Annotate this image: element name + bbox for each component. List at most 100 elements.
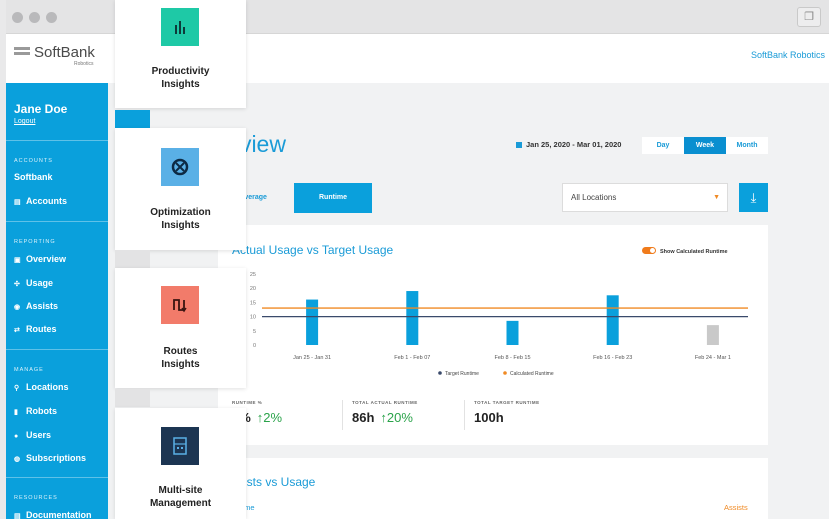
granularity-week[interactable]: Week [684,137,726,154]
calendar-icon [516,142,522,148]
sidebar-item-robots[interactable]: ▮ Robots [14,406,57,416]
sidebar: Jane Doe Logout ACCOUNTS Softbank ▤ Accou… [6,83,108,519]
feature-title: Optimization Insights [150,207,211,231]
usage-icon: ✣ [14,281,20,288]
routes-icon: ⇄ [14,327,20,334]
stat-actual-label: TOTAL ACTUAL RUNTIME [352,400,418,405]
legend-label: Target Runtime [445,371,479,377]
y-tick-label: 0 [253,343,256,349]
sidebar-divider [6,140,108,141]
chevron-down-icon: ▼ [713,194,720,201]
location-select[interactable]: All Locations ▼ [562,183,728,212]
calculated-runtime-toggle[interactable]: Show Calculated Runtime [642,247,728,255]
feature-connector [115,389,150,407]
section-manage-label: MANAGE [14,367,44,373]
feature-title: Multi-site Management [149,485,212,509]
granularity-month[interactable]: Month [726,137,768,154]
y-tick-label: 10 [250,315,256,321]
download-button[interactable]: ⤓ [739,183,768,212]
sidebar-divider [6,477,108,478]
x-tick-label: Jan 25 - Jan 31 [293,355,331,361]
usage-chart: 0 5 10 15 20 25 Jan 25 - Jan 31 Feb 1 - Feb 07 F… [250,272,748,377]
sidebar-item-accounts[interactable]: ▤ Accounts [14,196,68,206]
sidebar-item-softbank[interactable]: Softbank [14,172,53,182]
target-icon [161,148,199,186]
legend-label: Calculated Runtime [510,371,554,377]
stat-actual-delta: ↑20% [380,410,413,425]
feature-connector [115,110,150,128]
sidebar-item-locations[interactable]: ⚲ Locations [14,382,69,392]
y-tick-label: 25 [250,272,256,278]
assists-icon: ◉ [14,304,21,311]
window-maximize-dot[interactable] [46,12,57,23]
section-reporting-label: REPORTING [14,239,56,245]
logo-subtext: Robotics [74,61,94,67]
feature-title: Routes Insights [161,346,200,370]
bar-chart-icon [161,8,199,46]
stat-target-label: TOTAL TARGET RUNTIME [474,400,540,405]
granularity-day[interactable]: Day [642,137,684,154]
window-minimize-dot[interactable] [29,12,40,23]
feature-routes-insights[interactable]: Routes Insights [115,268,246,388]
feature-title: Productivity Insights [151,66,210,90]
date-range-picker[interactable]: Jan 25, 2020 - Mar 01, 2020 [516,140,621,149]
tab-runtime[interactable]: Runtime [294,183,372,213]
sidebar-item-routes[interactable]: ⇄ Routes [14,324,57,334]
x-tick-label: Feb 16 - Feb 23 [593,355,632,361]
sidebar-item-users[interactable]: ● Users [14,430,52,440]
logo-text: SoftBank [34,44,95,61]
bar [606,295,619,345]
x-tick-label: Feb 1 - Feb 07 [394,355,430,361]
brand-link[interactable]: SoftBank Robotics [750,50,825,60]
usage-card-title: Actual Usage vs Target Usage [232,243,394,257]
assists-card-title: ssists vs Usage [232,475,316,489]
overview-icon: ▣ [14,257,21,264]
bar [306,299,319,345]
feature-connector [115,250,150,268]
user-name: Jane Doe [14,102,68,116]
sidebar-item-usage[interactable]: ✣ Usage [14,278,54,288]
logout-link[interactable]: Logout [14,118,36,125]
y-tick-label: 15 [250,300,256,306]
bar [706,325,719,345]
section-accounts-label: ACCOUNTS [14,158,53,164]
app-window: ❐ SoftBank Robotics SoftBank Robotics Ja… [6,0,829,519]
building-icon [161,427,199,465]
section-resources-label: RESOURCES [14,495,58,501]
stat-actual-value: 86h ↑20% [352,410,413,425]
sidebar-item-assists[interactable]: ◉ Assists [14,301,59,311]
feature-optimization-insights[interactable]: Optimization Insights [115,128,246,250]
user-icon: ● [14,433,19,440]
feature-productivity-insights[interactable]: Productivity Insights [115,0,246,108]
legend-marker [438,371,442,375]
restore-window-icon[interactable]: ❐ [797,7,821,27]
sidebar-divider [6,349,108,350]
sidebar-item-subscriptions[interactable]: ◍ Subscriptions [14,453,87,463]
robot-icon: ▮ [14,409,18,416]
sidebar-item-documentation[interactable]: ▤ Documentation [14,510,92,519]
y-tick-label: 5 [253,329,256,335]
bar [406,291,419,345]
sidebar-divider [6,221,108,222]
y-tick-label: 20 [250,286,256,292]
stat-divider [342,400,343,430]
stat-divider [464,400,465,430]
download-icon: ⤓ [750,190,757,205]
feature-multi-site-management[interactable]: Multi-site Management [115,408,246,519]
assists-card-assists-label: Assists [724,503,748,512]
bar [506,320,519,345]
x-tick-label: Feb 8 - Feb 15 [494,355,530,361]
window-close-dot[interactable] [12,12,23,23]
assists-card [218,458,768,519]
route-icon [161,286,199,324]
list-icon: ▤ [14,199,21,206]
logo-mark-icon [14,47,30,59]
stat-target-value: 100h [474,410,504,425]
legend-marker [503,371,507,375]
chat-icon: ◍ [14,456,21,463]
location-pin-icon: ⚲ [14,385,20,392]
sidebar-item-overview[interactable]: ▣ Overview [14,254,67,264]
toggle-switch[interactable] [642,247,656,254]
x-tick-label: Feb 24 - Mar 1 [695,355,731,361]
document-icon: ▤ [14,513,21,519]
